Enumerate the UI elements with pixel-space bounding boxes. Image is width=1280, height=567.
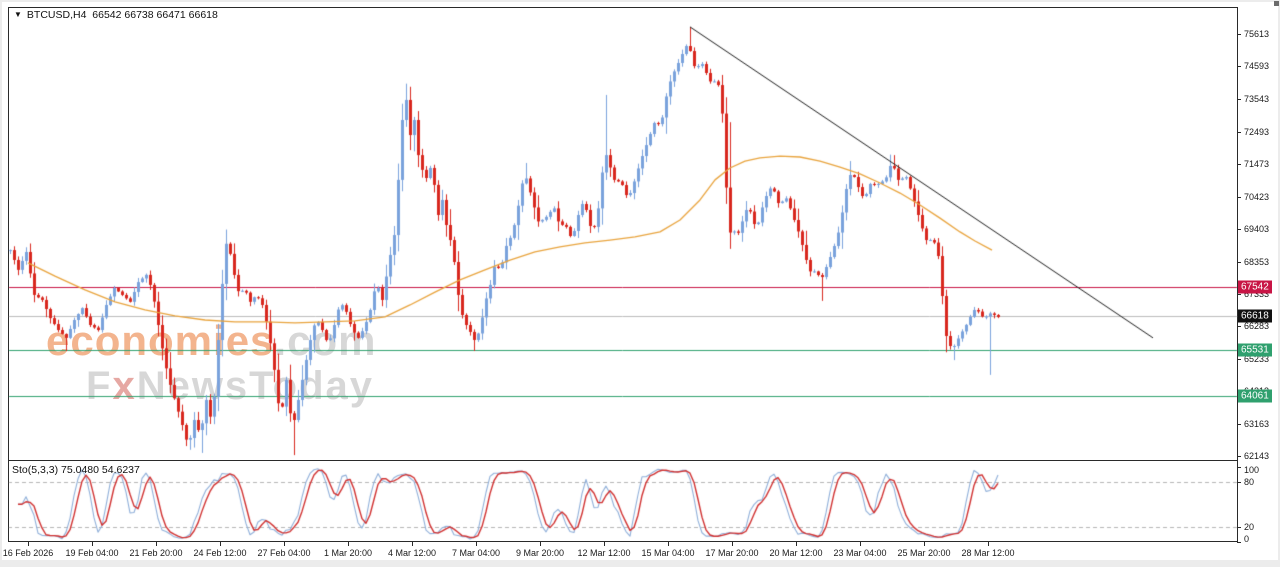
price-axis-label: 66283 [1244, 321, 1270, 332]
price-axis-tick [1237, 34, 1241, 35]
quote-low: 66471 [156, 9, 186, 21]
time-axis-label: 9 Mar 20:00 [515, 548, 565, 558]
sto-axis-tick [1237, 467, 1241, 468]
time-axis-tick [476, 542, 477, 546]
time-axis-label: 15 Mar 04:00 [641, 548, 695, 558]
price-axis-tick [1237, 164, 1241, 165]
price-axis-tick [1237, 132, 1241, 133]
time-axis-label: 25 Mar 20:00 [897, 548, 951, 558]
indicator-values: 75.0480 54.6237 [61, 464, 140, 476]
sto-axis-label: 20 [1244, 521, 1255, 532]
time-axis-label: 20 Mar 12:00 [769, 548, 823, 558]
price-axis-label: 74593 [1244, 60, 1270, 71]
time-axis-tick [284, 542, 285, 546]
time-axis-tick [924, 542, 925, 546]
time-axis-tick [540, 542, 541, 546]
time-axis-tick [28, 542, 29, 546]
price-axis-label: 62143 [1244, 451, 1270, 462]
time-axis-tick [412, 542, 413, 546]
time-axis-tick [988, 542, 989, 546]
time-axis-tick [220, 542, 221, 546]
sto-axis-tick [1237, 542, 1241, 543]
quote-open: 66542 [92, 9, 122, 21]
price-axis[interactable] [1238, 0, 1280, 543]
price-level-badge: 66618 [1238, 309, 1272, 323]
price-axis-tick [1237, 456, 1241, 457]
price-axis-tick [1237, 262, 1241, 263]
time-axis-label: 1 Mar 20:00 [323, 548, 373, 558]
price-axis-label: 69403 [1244, 223, 1270, 234]
time-axis-label: 7 Mar 04:00 [451, 548, 501, 558]
time-axis-label: 19 Feb 04:00 [65, 548, 119, 558]
price-axis-tick [1237, 326, 1241, 327]
time-axis-label: 23 Mar 04:00 [833, 548, 887, 558]
time-axis-tick [732, 542, 733, 546]
time-axis-label: 27 Feb 04:00 [257, 548, 311, 558]
price-axis-label: 72493 [1244, 126, 1270, 137]
price-axis-tick [1237, 359, 1241, 360]
time-axis-tick [668, 542, 669, 546]
price-level-badge: 64061 [1238, 389, 1272, 403]
price-axis-tick [1237, 294, 1241, 295]
time-axis-label: 17 Mar 20:00 [705, 548, 759, 558]
time-axis-label: 12 Mar 12:00 [577, 548, 631, 558]
time-axis-label: 28 Mar 12:00 [961, 548, 1015, 558]
sto-axis-label: 100 [1244, 465, 1260, 475]
time-axis-tick [348, 542, 349, 546]
time-axis-label: 4 Mar 12:00 [387, 548, 437, 558]
quote-line: ▼ BTCUSD,H4 66542 66738 66471 66618 [14, 9, 218, 21]
time-axis-tick [796, 542, 797, 546]
price-axis-label: 67333 [1244, 288, 1270, 299]
time-axis-tick [92, 542, 93, 546]
price-axis-label: 70423 [1244, 191, 1270, 202]
price-axis-label: 63163 [1244, 419, 1270, 430]
quote-close: 66618 [188, 9, 218, 21]
window-corner-mark [1274, 1, 1279, 6]
sto-axis-tick [1237, 527, 1241, 528]
time-axis[interactable] [0, 542, 1280, 560]
price-level-badge: 65531 [1238, 343, 1272, 357]
time-axis-label: 24 Feb 12:00 [193, 548, 247, 558]
sto-axis-tick [1237, 482, 1241, 483]
price-axis-tick [1237, 197, 1241, 198]
time-axis-tick [860, 542, 861, 546]
symbol-label: BTCUSD,H4 [26, 9, 87, 21]
price-axis-tick [1237, 229, 1241, 230]
price-level-badge: 67542 [1238, 280, 1272, 294]
sto-axis-label: 80 [1244, 476, 1255, 487]
price-axis-label: 73543 [1244, 93, 1270, 104]
price-axis-label: 68353 [1244, 256, 1270, 267]
time-axis-label: 16 Feb 2026 [2, 548, 54, 558]
time-axis-tick [604, 542, 605, 546]
time-axis-label: 21 Feb 20:00 [129, 548, 183, 558]
symbol-dropdown-icon[interactable]: ▼ [14, 10, 22, 19]
price-axis-tick [1237, 424, 1241, 425]
price-axis-label: 65233 [1244, 354, 1270, 365]
indicator-label: Sto(5,3,3) 75.0480 54.6237 [12, 464, 140, 476]
quote-high: 66738 [124, 9, 154, 21]
time-axis-tick [156, 542, 157, 546]
sto-axis-label: 0 [1244, 533, 1250, 544]
price-axis-tick [1237, 99, 1241, 100]
price-axis-label: 75613 [1244, 29, 1270, 40]
price-axis-tick [1237, 66, 1241, 67]
price-axis-label: 71473 [1244, 158, 1270, 169]
